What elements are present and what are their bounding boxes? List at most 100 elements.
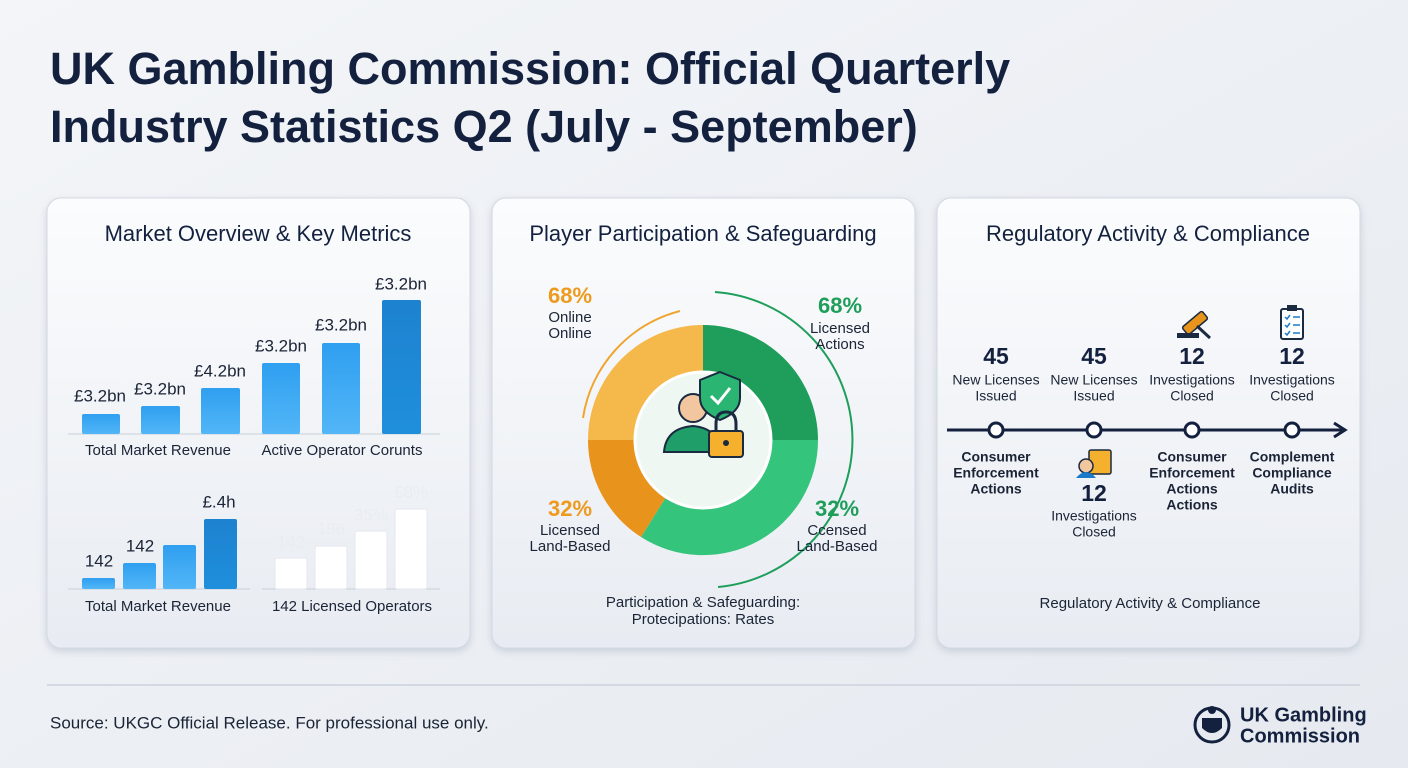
logo-text: UK Gambling — [1240, 704, 1367, 726]
timeline-label: Enforcement — [1149, 465, 1235, 481]
timeline-label: Compliance — [1252, 465, 1332, 481]
panel-caption: Regulatory Activity & Compliance — [1040, 595, 1261, 612]
icon-check — [709, 387, 732, 406]
panel-heading: Regulatory Activity & Compliance — [986, 221, 1310, 246]
stat-value: 12 — [1081, 480, 1107, 506]
timeline-label: Enforcement — [953, 465, 1039, 481]
case-icon — [1078, 458, 1094, 474]
segment-label: Online — [548, 325, 591, 342]
bar — [201, 388, 240, 434]
segment-label: Actions — [815, 336, 864, 353]
bar — [141, 406, 180, 434]
bar — [274, 557, 308, 590]
panel-heading: Player Participation & Safeguarding — [529, 221, 876, 246]
timeline-label: Consumer — [961, 449, 1031, 465]
clipboard-icon — [1284, 314, 1300, 337]
chart-caption: Active Operator Corunts — [262, 442, 423, 459]
stat-label: Investigations — [1149, 372, 1235, 388]
bar-label: 186 — [317, 519, 345, 538]
title-line: UK Gambling Commission: Official Quarter… — [50, 43, 1010, 94]
icons — [1076, 305, 1304, 478]
donut-segment — [703, 325, 818, 440]
timeline-labels: ConsumerEnforcementActionsConsumerEnforc… — [953, 449, 1335, 513]
icon-keyhole — [723, 440, 729, 446]
stat-value: 12 — [1179, 343, 1205, 369]
timeline-label: Actions — [1166, 497, 1218, 513]
stat-label: New Licenses — [952, 372, 1039, 388]
bar — [322, 343, 360, 434]
segment-label: Licensed — [810, 320, 870, 337]
segment-percent: 32% — [815, 496, 859, 521]
bar-label: 142 — [277, 532, 305, 551]
bottom-bars — [68, 508, 440, 590]
gavel-icon — [1195, 324, 1212, 340]
panel-caption: Participation & Safeguarding: — [606, 594, 800, 611]
logo-crest — [1193, 706, 1231, 744]
bar-label: 142 — [126, 536, 154, 555]
donut-segment — [588, 325, 703, 440]
bar-label: £3.2bn — [74, 386, 126, 405]
accent-arc — [714, 291, 854, 588]
case-icon — [1076, 472, 1096, 478]
bar-label: £3.2bn — [134, 379, 186, 398]
timeline-arrow — [1333, 421, 1348, 439]
chart-caption: 142 Licensed Operators — [272, 598, 432, 615]
bar — [314, 545, 348, 590]
chart-caption: Total Market Revenue — [85, 442, 231, 459]
chart-caption: Total Market Revenue — [85, 598, 231, 615]
bar-label: 35% — [354, 505, 388, 524]
segment-percent: 68% — [548, 283, 592, 308]
bar-label: £3.2bn — [375, 274, 427, 293]
stat-label: Investigations — [1249, 372, 1335, 388]
bar-label: £4.2bn — [194, 361, 246, 380]
bar-label: 142 — [85, 551, 113, 570]
stat-value: 12 — [1279, 343, 1305, 369]
title-line: Industry Statistics Q2 (July - September… — [50, 101, 918, 152]
stat-label: Issued — [975, 388, 1016, 404]
bar — [123, 563, 156, 589]
icon-shield — [699, 370, 741, 422]
timeline — [947, 421, 1348, 439]
bar — [394, 508, 428, 590]
gavel-icon — [1177, 333, 1199, 338]
timeline-node — [1283, 421, 1301, 439]
stat-value: 45 — [983, 343, 1009, 369]
bar — [163, 545, 196, 589]
stat-label: Investigations — [1051, 508, 1137, 524]
bar — [82, 414, 120, 434]
bar-label: £3.2bn — [255, 336, 307, 355]
icon-shackle — [714, 410, 738, 432]
top-bars — [68, 300, 440, 435]
stat-label: New Licenses — [1050, 372, 1137, 388]
bar-label: £8% — [394, 482, 428, 501]
bar-label: £.4h — [202, 492, 235, 511]
timeline-node — [987, 421, 1005, 439]
logo-text: Commission — [1240, 725, 1360, 747]
bar — [382, 300, 421, 434]
stat-value: 45 — [1081, 343, 1107, 369]
panel-caption: Protecipations: Rates — [632, 611, 775, 628]
timeline-label: Actions — [970, 481, 1022, 497]
panel-heading: Market Overview & Key Metrics — [105, 221, 412, 246]
donut — [582, 291, 854, 588]
donut-segment — [641, 440, 819, 556]
segment-label: Land-Based — [530, 538, 611, 555]
bar — [204, 519, 237, 589]
segment-percent: 68% — [818, 293, 862, 318]
bar — [82, 578, 115, 589]
segment-percent: 32% — [548, 496, 592, 521]
donut-segment — [587, 440, 666, 537]
accent-arc — [582, 310, 681, 419]
source-note: Source: UKGC Official Release. For profe… — [50, 713, 489, 732]
segment-label: Licensed — [540, 522, 600, 539]
stat-label: Closed — [1072, 524, 1116, 540]
clipboard-icon — [1280, 308, 1304, 340]
segment-label: Land-Based — [797, 538, 878, 555]
stat-label: Issued — [1073, 388, 1114, 404]
timeline-node — [1183, 421, 1201, 439]
bar — [354, 530, 388, 590]
timeline-label: Audits — [1270, 481, 1314, 497]
timeline-label: Complement — [1250, 449, 1335, 465]
